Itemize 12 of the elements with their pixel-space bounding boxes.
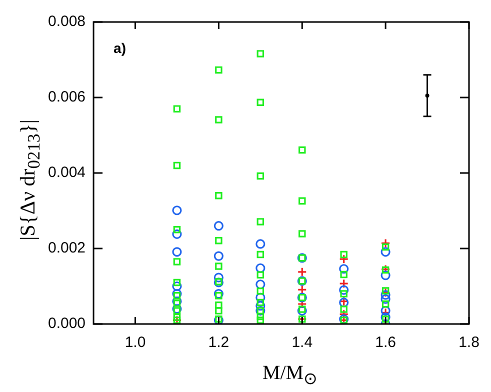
x-tick-label: 1.8 <box>458 334 480 352</box>
y-tick-label: 0.000 <box>48 315 86 332</box>
x-axis-title: M/M$_{⊙}$ <box>262 362 318 389</box>
y-tick-label: 0.006 <box>48 88 86 106</box>
x-tick-label: 1.6 <box>375 334 396 352</box>
x-tick-label: 1.0 <box>124 334 146 352</box>
x-tick-label: 1.4 <box>292 334 313 352</box>
y-tick-label: 0.008 <box>48 13 86 30</box>
x-tick-label: 1.2 <box>208 334 230 352</box>
y-tick-label: 0.002 <box>48 240 86 257</box>
y-tick-label: 0.004 <box>48 164 86 182</box>
annotation: a) <box>114 40 126 56</box>
